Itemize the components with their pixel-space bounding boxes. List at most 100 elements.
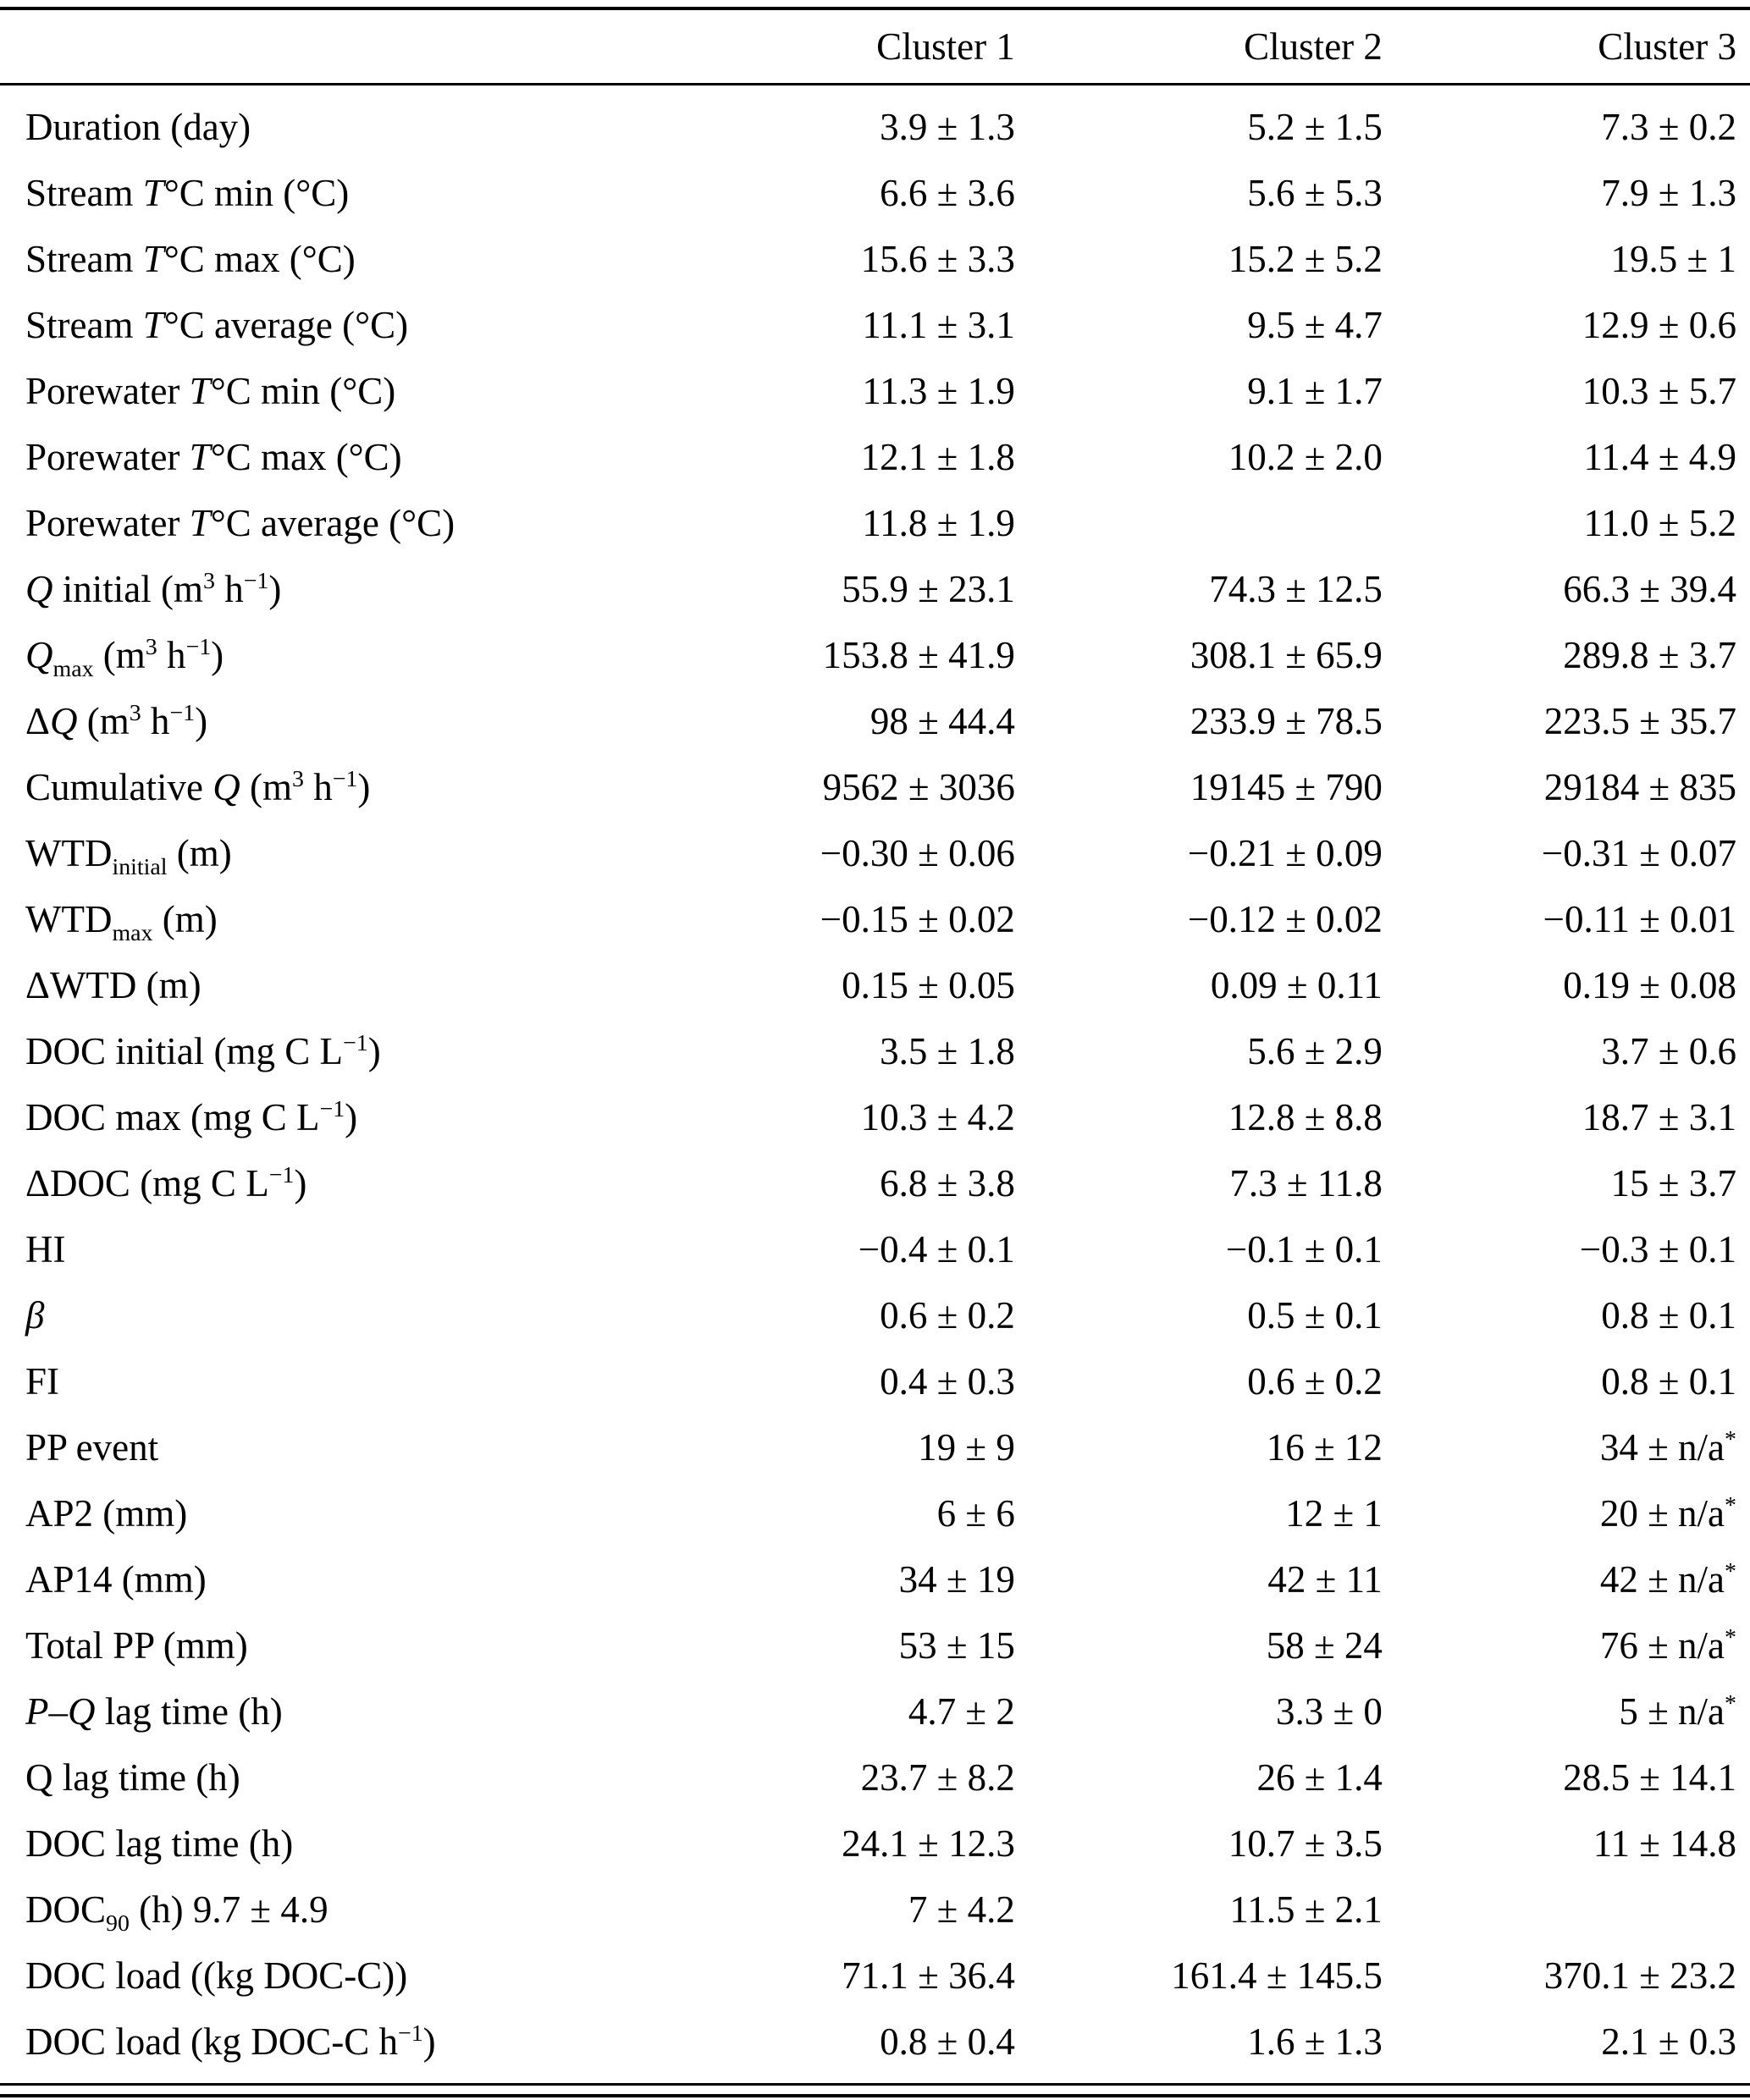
value-cell-cluster-1: 98 ± 44.4: [869, 700, 1015, 742]
value-cell-cluster-3: 29184 ± 835: [1543, 766, 1736, 808]
table-row: Q initial (m3 h−1) 55.9 ± 23.1 74.3 ± 12.5…: [0, 556, 1750, 622]
value-cell-cluster-1: 55.9 ± 23.1: [842, 568, 1015, 610]
cluster-statistics-table: Cluster 1 Cluster 2 Cluster 3 Duration (…: [0, 7, 1750, 2083]
table-row: Porewater T°C min (°C) 11.3 ± 1.9 9.1 ± 1.…: [0, 358, 1750, 424]
value-cell-cluster-1: 6.8 ± 3.8: [880, 1162, 1015, 1204]
table-row: Cumulative Q (m3 h−1) 9562 ± 3036 19145 ± …: [0, 754, 1750, 820]
value-cell-cluster-3: 223.5 ± 35.7: [1543, 700, 1736, 742]
row-label: Porewater T°C min (°C): [25, 370, 396, 412]
value-cell-cluster-2: 3.3 ± 0: [1275, 1690, 1383, 1733]
table-row: Porewater T°C max (°C) 12.1 ± 1.8 10.2 ± 2…: [0, 424, 1750, 490]
table-row: WTDmax (m) −0.15 ± 0.02 −0.12 ± 0.02 −0.11 …: [0, 886, 1750, 952]
value-cell-cluster-2: 5.6 ± 5.3: [1247, 172, 1383, 214]
table-row: AP14 (mm) 34 ± 19 42 ± 11 42 ± n/a*: [0, 1546, 1750, 1612]
row-label: DOC load ((kg DOC-C)): [25, 1954, 408, 1997]
value-cell-cluster-2: 7.3 ± 11.8: [1229, 1162, 1383, 1204]
value-cell-cluster-2: 15.2 ± 5.2: [1228, 238, 1383, 280]
table-row: DOC initial (mg C L−1) 3.5 ± 1.8 5.6 ± 2.9…: [0, 1018, 1750, 1084]
row-label: WTDinitial (m): [25, 832, 232, 880]
table-row: WTDinitial (m) −0.30 ± 0.06 −0.21 ± 0.09 −0…: [0, 820, 1750, 886]
row-label: AP2 (mm): [25, 1492, 188, 1535]
value-cell-cluster-2: 10.7 ± 3.5: [1228, 1822, 1383, 1865]
value-cell-cluster-3: 34 ± n/a*: [1599, 1426, 1736, 1469]
row-label: Q initial (m3 h−1): [25, 568, 282, 610]
value-cell-cluster-2: 5.6 ± 2.9: [1247, 1030, 1383, 1072]
value-cell-cluster-2: 11.5 ± 2.1: [1229, 1888, 1383, 1931]
table-row: ΔDOC (mg C L−1) 6.8 ± 3.8 7.3 ± 11.8 15 ± 3…: [0, 1150, 1750, 1216]
bottom-double-rule: [0, 2083, 1750, 2097]
value-cell-cluster-3: 11.0 ± 5.2: [1583, 502, 1736, 544]
table-row: AP2 (mm) 6 ± 6 12 ± 1 20 ± n/a*: [0, 1480, 1750, 1546]
row-label: β: [25, 1294, 45, 1337]
value-cell-cluster-2: 308.1 ± 65.9: [1190, 634, 1383, 676]
value-cell-cluster-1: −0.30 ± 0.06: [820, 832, 1015, 874]
value-cell-cluster-1: 9562 ± 3036: [822, 766, 1015, 808]
row-label: DOC load (kg DOC-C h−1): [25, 2020, 436, 2063]
value-cell-cluster-2: 5.2 ± 1.5: [1247, 106, 1383, 148]
value-cell-cluster-2: 161.4 ± 145.5: [1171, 1954, 1383, 1997]
table-row: ΔQ (m3 h−1) 98 ± 44.4 233.9 ± 78.5 223.5 ± …: [0, 688, 1750, 754]
value-cell-cluster-3: 2.1 ± 0.3: [1601, 2020, 1736, 2063]
header-cluster-1: Cluster 1: [770, 7, 1015, 85]
value-cell-cluster-2: 42 ± 11: [1267, 1558, 1383, 1601]
value-cell-cluster-2: 0.6 ± 0.2: [1247, 1360, 1383, 1403]
row-label: Total PP (mm): [25, 1624, 248, 1667]
table-row: Stream T°C max (°C) 15.6 ± 3.3 15.2 ± 5.2 1…: [0, 226, 1750, 292]
value-cell-cluster-2: 0.09 ± 0.11: [1210, 964, 1383, 1006]
value-cell-cluster-1: 11.8 ± 1.9: [862, 502, 1015, 544]
value-cell-cluster-3: 12.9 ± 0.6: [1582, 304, 1736, 346]
value-cell-cluster-1: 11.1 ± 3.1: [862, 304, 1015, 346]
value-cell-cluster-1: 10.3 ± 4.2: [860, 1096, 1015, 1138]
row-label: Q lag time (h): [25, 1756, 240, 1799]
value-cell-cluster-1: 6.6 ± 3.6: [880, 172, 1015, 214]
row-label: Stream T°C max (°C): [25, 238, 356, 280]
row-label: Porewater T°C max (°C): [25, 436, 402, 478]
table-row: Total PP (mm) 53 ± 15 58 ± 24 76 ± n/a*: [0, 1612, 1750, 1678]
value-cell-cluster-3: 19.5 ± 1: [1610, 238, 1736, 280]
value-cell-cluster-3: 66.3 ± 39.4: [1563, 568, 1736, 610]
value-cell-cluster-2: 9.1 ± 1.7: [1247, 370, 1383, 412]
table-row: Qmax (m3 h−1) 153.8 ± 41.9 308.1 ± 65.9 289…: [0, 622, 1750, 688]
value-cell-cluster-1: 4.7 ± 2: [908, 1690, 1015, 1733]
value-cell-cluster-3: 3.7 ± 0.6: [1601, 1030, 1736, 1072]
value-cell-cluster-1: 7 ± 4.2: [908, 1888, 1015, 1931]
value-cell-cluster-3: 370.1 ± 23.2: [1543, 1954, 1736, 1997]
value-cell-cluster-2: 19145 ± 790: [1190, 766, 1383, 808]
value-cell-cluster-2: 12.8 ± 8.8: [1228, 1096, 1383, 1138]
value-cell-cluster-1: 34 ± 19: [898, 1558, 1015, 1601]
row-label: P–Q lag time (h): [25, 1690, 283, 1733]
value-cell-cluster-1: 3.9 ± 1.3: [880, 106, 1015, 148]
table-row: P–Q lag time (h) 4.7 ± 2 3.3 ± 0 5 ± n/a*: [0, 1678, 1750, 1744]
value-cell-cluster-3: 0.19 ± 0.08: [1563, 964, 1736, 1006]
table-body: Duration (day) 3.9 ± 1.3 5.2 ± 1.5 7.3 ± 0.…: [0, 85, 1750, 2084]
value-cell-cluster-2: −0.21 ± 0.09: [1187, 832, 1383, 874]
value-cell-cluster-3: 0.8 ± 0.1: [1601, 1360, 1736, 1403]
value-cell-cluster-1: 0.4 ± 0.3: [880, 1360, 1015, 1403]
value-cell-cluster-2: 26 ± 1.4: [1256, 1756, 1383, 1799]
value-cell-cluster-3: −0.31 ± 0.07: [1541, 832, 1736, 874]
row-label: DOC initial (mg C L−1): [25, 1030, 381, 1072]
row-label: AP14 (mm): [25, 1558, 207, 1601]
table-row: DOC lag time (h) 24.1 ± 12.3 10.7 ± 3.5 11 …: [0, 1811, 1750, 1877]
value-cell-cluster-3: 289.8 ± 3.7: [1563, 634, 1736, 676]
table-row: Porewater T°C average (°C) 11.8 ± 1.9 11.0…: [0, 490, 1750, 556]
value-cell-cluster-2: 1.6 ± 1.3: [1247, 2020, 1383, 2063]
value-cell-cluster-2: 9.5 ± 4.7: [1247, 304, 1383, 346]
row-label: ΔWTD (m): [25, 964, 201, 1006]
value-cell-cluster-2: [1015, 490, 1383, 556]
value-cell-cluster-2: 58 ± 24: [1266, 1624, 1383, 1667]
table-row: Q lag time (h) 23.7 ± 8.2 26 ± 1.4 28.5 ± 1…: [0, 1744, 1750, 1811]
table-row: FI 0.4 ± 0.3 0.6 ± 0.2 0.8 ± 0.1: [0, 1348, 1750, 1414]
value-cell-cluster-3: 42 ± n/a*: [1599, 1558, 1736, 1601]
value-cell-cluster-1: −0.15 ± 0.02: [820, 898, 1015, 940]
header-variable-column: [0, 7, 770, 85]
value-cell-cluster-3: 11 ± 14.8: [1593, 1822, 1736, 1865]
row-label: Qmax (m3 h−1): [25, 634, 224, 682]
table-row: HI −0.4 ± 0.1 −0.1 ± 0.1 −0.3 ± 0.1: [0, 1216, 1750, 1282]
value-cell-cluster-1: 153.8 ± 41.9: [822, 634, 1015, 676]
value-cell-cluster-3: 11.4 ± 4.9: [1583, 436, 1736, 478]
table-row: Duration (day) 3.9 ± 1.3 5.2 ± 1.5 7.3 ± 0.…: [0, 85, 1750, 161]
table-row: DOC90 (h) 9.7 ± 4.9 7 ± 4.2 11.5 ± 2.1: [0, 1877, 1750, 1943]
row-label: ΔDOC (mg C L−1): [25, 1162, 307, 1204]
value-cell-cluster-3: 10.3 ± 5.7: [1582, 370, 1736, 412]
